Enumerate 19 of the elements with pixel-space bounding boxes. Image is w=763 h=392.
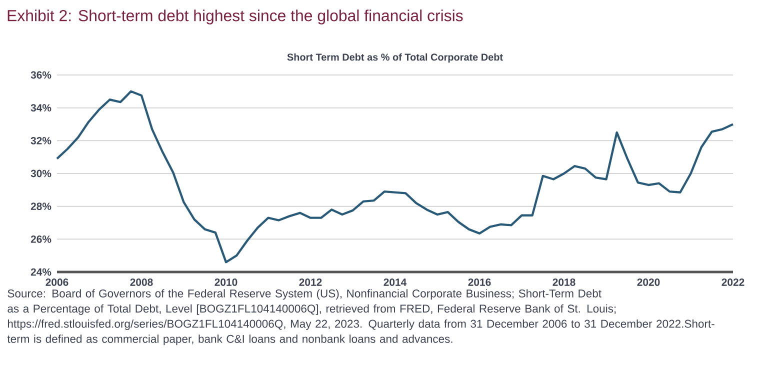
y-tick-label: 28% <box>30 202 52 210</box>
x-tick-label: 2014 <box>384 278 407 286</box>
x-tick-label: 2016 <box>468 278 491 286</box>
x-tick-label: 2010 <box>214 278 238 286</box>
y-tick-label: 34% <box>30 104 52 112</box>
y-tick-label: 26% <box>30 235 52 243</box>
x-tick-label: 2020 <box>637 278 660 286</box>
chart-title: Exhibit 2: Short-term debt highest since the global financial crisis <box>8 10 463 24</box>
chart-subtitle: Short Term Debt as % of Total Corporate Debt <box>287 53 503 63</box>
y-tick-label: 32% <box>30 136 52 144</box>
y-tick-label: 36% <box>30 71 52 79</box>
x-tick-label: 2022 <box>722 278 744 286</box>
y-tick-label: 24% <box>30 268 52 276</box>
x-tick-label: 2018 <box>552 278 576 286</box>
y-tick-label: 30% <box>30 170 52 178</box>
x-tick-label: 2012 <box>299 278 322 286</box>
x-tick-label: 2006 <box>46 278 68 286</box>
source-note: Source: Board of Governors of the Federal Reserve System (US), Nonfinancial Corporate Business; Short-Term Debt as a Percentage of Total Debt, Level [BOGZ1FL104140006Q], retrieved from FRED, Federal Reserve Bank of St. Louis; https://fred.stlouisfed.org/series/BOGZ1FL104140006Q, May 22, 2023. Quarterly data from 31 December 2006 to 31 December 2022.Short-term is defined as commercial paper, bank C&I loans and nonbank loans and advances. <box>7 289 714 346</box>
x-tick-label: 2008 <box>130 278 153 286</box>
